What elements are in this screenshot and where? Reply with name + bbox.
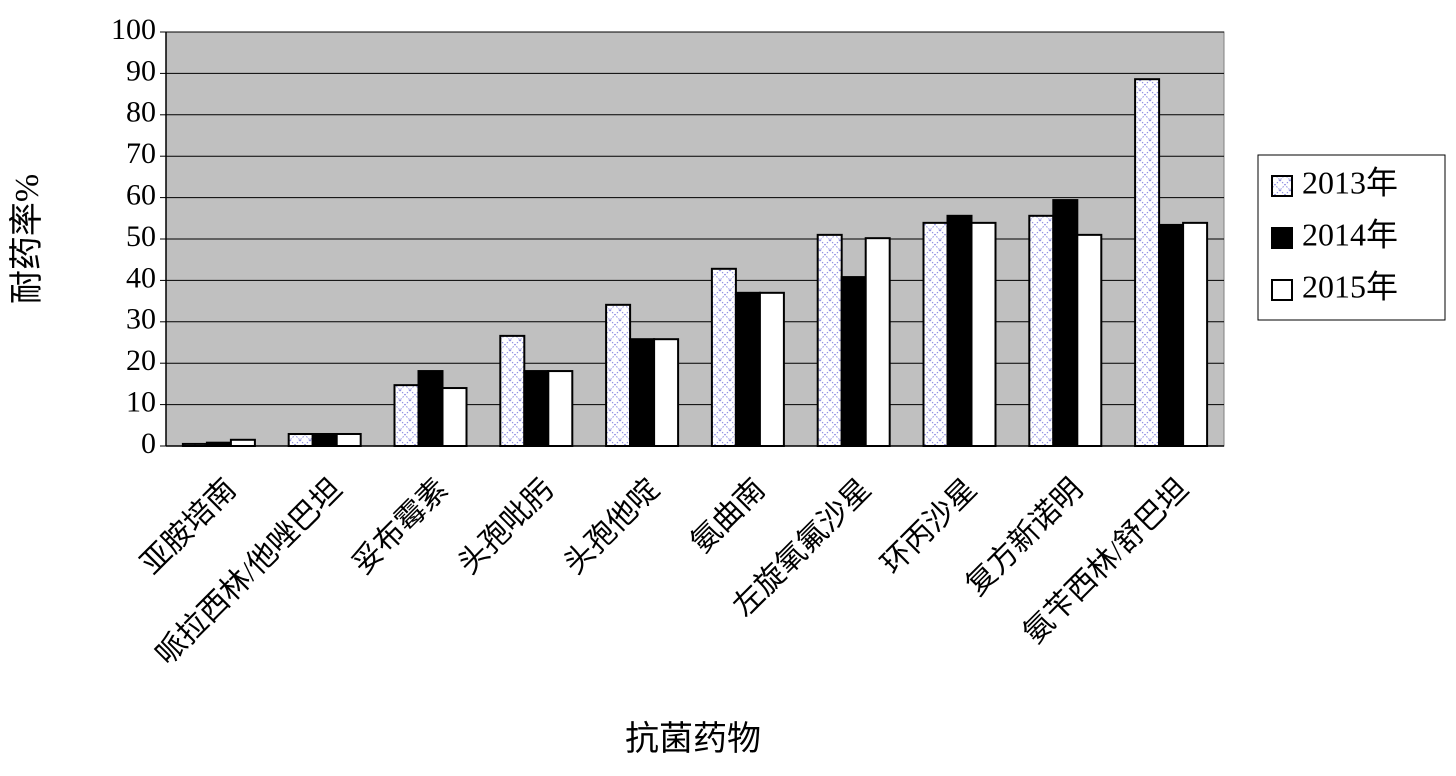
legend-label: 2014年 xyxy=(1302,216,1398,252)
bar xyxy=(816,233,843,447)
y-tick-label: 70 xyxy=(126,137,156,170)
bar xyxy=(393,384,420,447)
x-tick-label: 氨曲南 xyxy=(685,472,772,559)
legend-label: 2013年 xyxy=(1302,164,1398,200)
bar xyxy=(335,432,362,447)
x-tick-label: 环丙沙星 xyxy=(875,472,983,580)
bar xyxy=(970,221,997,447)
bar xyxy=(946,214,973,447)
y-tick-label: 60 xyxy=(126,178,156,211)
bar xyxy=(287,432,314,447)
x-tick-label: 哌拉西林/他唑巴坦 xyxy=(150,472,349,671)
y-tick-label: 50 xyxy=(126,220,156,253)
y-tick-label: 80 xyxy=(126,96,156,129)
x-tick-label: 头孢他啶 xyxy=(558,472,666,580)
bar xyxy=(547,370,574,448)
bar xyxy=(1028,214,1055,447)
bar xyxy=(229,438,256,448)
legend-swatch xyxy=(1271,175,1293,197)
bar xyxy=(311,432,338,447)
y-tick-label: 90 xyxy=(126,54,156,87)
y-tick-label: 0 xyxy=(141,427,156,460)
x-tick-label: 头孢吡肟 xyxy=(452,472,560,580)
bar xyxy=(1076,233,1103,447)
bar xyxy=(1182,221,1209,447)
y-tick-label: 20 xyxy=(126,344,156,377)
bar xyxy=(523,370,550,448)
y-tick-label: 30 xyxy=(126,303,156,336)
bar xyxy=(417,370,444,448)
bar xyxy=(205,441,232,447)
y-tick-label: 10 xyxy=(126,385,156,418)
x-tick-label: 亚胺培南 xyxy=(135,472,243,580)
bar xyxy=(734,291,761,447)
legend-label: 2015年 xyxy=(1302,268,1398,304)
bar xyxy=(864,237,891,447)
bar xyxy=(629,338,656,447)
y-tick-label: 100 xyxy=(111,13,156,46)
bar xyxy=(840,276,867,448)
bar xyxy=(653,338,680,447)
x-tick-label: 妥布霉素 xyxy=(346,472,454,580)
legend-swatch xyxy=(1271,227,1293,249)
bar xyxy=(922,221,949,447)
bar xyxy=(1158,223,1185,447)
bar xyxy=(605,303,632,447)
x-axis-label: 抗菌药物 xyxy=(625,720,761,758)
bar xyxy=(710,267,737,448)
bar xyxy=(181,442,208,447)
bar xyxy=(441,387,468,448)
bar xyxy=(1134,78,1161,447)
bar xyxy=(758,291,785,447)
y-tick-label: 40 xyxy=(126,261,156,294)
y-axis-label: 耐药率% xyxy=(8,174,46,304)
bar xyxy=(499,334,526,448)
bar xyxy=(1052,199,1079,447)
legend-swatch xyxy=(1271,279,1293,301)
